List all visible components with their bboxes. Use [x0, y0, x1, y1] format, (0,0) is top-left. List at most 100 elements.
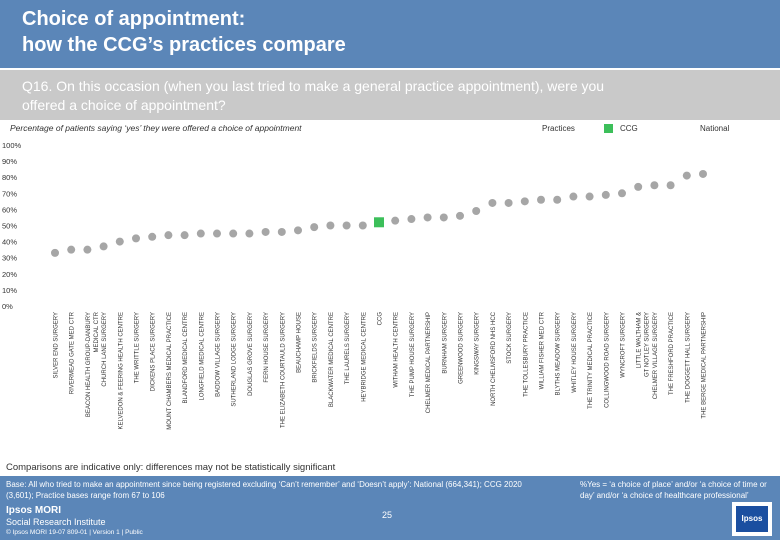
practice-point — [472, 207, 481, 216]
practice-point — [456, 211, 464, 220]
practice-point — [83, 245, 92, 254]
practice-point — [229, 229, 238, 238]
brand-block: Ipsos MORI Social Research Institute — [6, 505, 106, 527]
category-label: COLLINGWOOD ROAD SURGERY — [604, 312, 610, 408]
category-label: THE PUMP HOUSE SURGERY — [410, 312, 416, 397]
practice-point — [423, 213, 432, 222]
comparison-note: Comparisons are indicative only: differe… — [6, 462, 336, 473]
practice-point — [439, 213, 448, 222]
category-label: BLACKWATER MEDICAL CENTRE — [329, 312, 335, 407]
practice-point — [294, 226, 302, 235]
chart-subtitle: Percentage of patients saying ‘yes’ they… — [10, 123, 302, 133]
practice-point — [601, 190, 610, 199]
category-label: SILVER END SURGERY — [54, 312, 60, 378]
question-text-line-1: Q16. On this occasion (when you last tri… — [22, 78, 605, 94]
practice-point — [569, 192, 578, 201]
page-number: 25 — [382, 510, 393, 520]
category-label: DOUGLAS GROVE SURGERY — [248, 312, 254, 396]
ipsos-logo: Ipsos — [732, 502, 772, 536]
base-note: Base: All who tried to make an appointme… — [6, 480, 522, 500]
practice-point — [277, 227, 286, 236]
category-label: SUTHERLAND LODGE SURGERY — [232, 312, 238, 407]
appointment-choice-chart: 0% 10% 20% 30% 40% 50% 60% 70% 80% 90% 100% SILVER … — [2, 141, 708, 430]
practice-point — [699, 169, 707, 178]
practice-point — [261, 227, 270, 236]
practice-point — [132, 234, 140, 243]
practice-point — [164, 231, 173, 240]
category-label: WITHAM HEALTH CENTRE — [394, 312, 400, 388]
legend-ccg-swatch — [604, 124, 613, 133]
category-label: BURNHAM SURGERY — [442, 312, 448, 374]
practice-point — [391, 216, 400, 225]
category-label: BADDOW VILLAGE SURGERY — [216, 312, 222, 397]
practice-point — [51, 248, 59, 257]
practice-point — [537, 195, 545, 204]
category-label: THE ELIZABETH COURTAULD SURGERY — [280, 312, 286, 428]
page-title-line-2: how the CCG’s practices compare — [22, 34, 346, 56]
practice-point — [504, 198, 513, 207]
practice-point — [358, 221, 367, 230]
question-text-line-2: offered a choice of appointment? — [22, 97, 226, 113]
category-label: THE BERGE MEDICAL PARTNERSHIP — [702, 312, 708, 419]
practice-point — [67, 245, 76, 254]
y-tick-label: 90% — [2, 157, 17, 166]
brand-name: Ipsos MORI — [6, 505, 62, 516]
category-label: CHELMER MEDICAL PARTNERSHIP — [426, 312, 432, 413]
category-label: BLYTHS MEADOW SURGERY — [556, 312, 562, 395]
practice-point — [310, 223, 319, 232]
category-label: THE FRESHFORD PRACTICE — [669, 312, 675, 395]
category-label: GT NOTLEY SURGERY — [645, 312, 651, 377]
practice-point — [682, 171, 691, 180]
ipsos-logo-mark: Ipsos — [736, 506, 768, 532]
y-tick-label: 70% — [2, 189, 17, 198]
practice-point — [326, 221, 335, 230]
category-label: DICKENS PLACE SURGERY — [151, 312, 157, 391]
category-label: CCG — [378, 312, 384, 326]
practice-point — [666, 181, 675, 190]
y-tick-label: 40% — [2, 238, 17, 247]
category-label: THE TOLLESBURY PRACTICE — [523, 312, 529, 397]
legend-national-label: National — [700, 124, 730, 133]
practice-point — [213, 229, 221, 238]
category-label: WHITLEY HOUSE SURGERY — [572, 312, 578, 393]
y-tick-label: 100% — [2, 141, 22, 150]
category-label: KELVEDON & FEERING HEALTH CENTRE — [118, 312, 124, 429]
category-label: GREENWOOD SURGERY — [459, 312, 465, 384]
category-label: KINGSWAY SURGERY — [475, 312, 481, 375]
practice-point — [342, 221, 351, 230]
category-label: WILLIAM FISHER MED CTR — [540, 311, 546, 389]
definition-note: %Yes = ‘a choice of place’ and/or ‘a cho… — [580, 480, 767, 500]
page-title-line-1: Choice of appointment: — [22, 8, 246, 30]
category-label: THE WRITTLE SURGERY — [135, 312, 141, 383]
practice-point — [520, 197, 529, 206]
y-tick-label: 0% — [2, 302, 13, 311]
practice-point — [180, 231, 189, 240]
legend-ccg-label: CCG — [620, 124, 638, 133]
practice-point — [488, 198, 497, 207]
practice-point — [99, 242, 108, 251]
practice-point — [196, 229, 205, 238]
y-tick-label: 80% — [2, 173, 17, 182]
category-label: THE DOGGETT HALL SURGERY — [685, 312, 691, 403]
category-label: CHELMER VILLAGE SURGERY — [653, 312, 659, 399]
category-label: NORTH CHELMSFORD NHS HCC — [491, 311, 497, 406]
y-tick-label: 30% — [2, 254, 17, 263]
question-band: Q16. On this occasion (when you last tri… — [0, 70, 780, 120]
title-header: Choice of appointment: how the CCG’s pra… — [0, 0, 780, 68]
practice-point — [115, 237, 124, 246]
copyright-text: © Ipsos MORI 19-07 809-01 | Version 1 | … — [6, 529, 143, 536]
category-label: BRICKFIELDS SURGERY — [313, 312, 319, 383]
practice-point — [585, 192, 594, 201]
practice-point — [245, 229, 254, 238]
category-label: CHURCH LANE SURGERY — [102, 312, 108, 387]
category-label: STOCK SURGERY — [507, 312, 513, 364]
category-label: LONGFIELD MEDICAL CENTRE — [199, 312, 205, 400]
category-label: RIVERMEAD GATE MED CTR — [70, 311, 76, 394]
practice-point — [650, 181, 659, 190]
category-label: WYNCROFT SURGERY — [621, 312, 627, 378]
y-tick-label: 20% — [2, 270, 17, 279]
practice-point — [618, 189, 626, 198]
y-tick-label: 50% — [2, 222, 17, 231]
category-label: LITTLE WALTHAM & — [637, 312, 643, 368]
practice-point — [553, 195, 562, 204]
